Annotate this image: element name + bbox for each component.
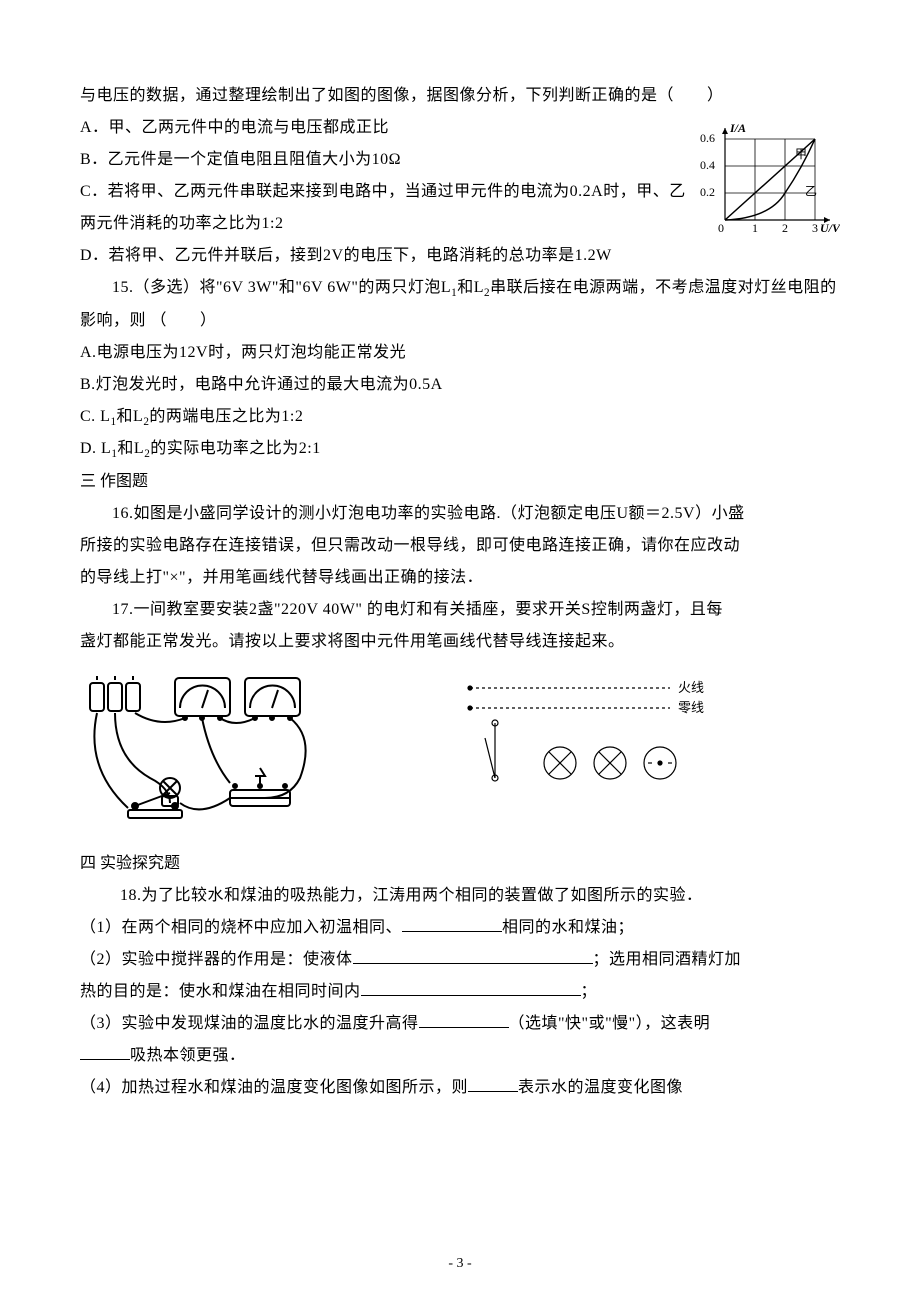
section4-title: 四 实验探究题 xyxy=(80,848,840,880)
series-yi-label: 乙 xyxy=(805,184,817,198)
iv-chart-svg: 0.6 0.4 0.2 0 1 2 3 I/A U/V 甲 乙 xyxy=(700,120,840,240)
series-jia-label: 甲 xyxy=(795,147,807,161)
q18-p1-b: 相同的水和煤油； xyxy=(502,919,634,936)
q16-l2: 所接的实验电路存在连接错误，但只需改动一根导线，即可使电路连接正确，请你在应改动 xyxy=(80,530,840,562)
q18-p4: （4）加热过程水和煤油的温度变化图像如图所示，则 表示水的温度变化图像 xyxy=(80,1072,840,1104)
q18-stem: 18.为了比较水和煤油的吸热能力，江涛用两个相同的装置做了如图所示的实验． xyxy=(80,880,840,912)
q17-l1: 17.一间教室要安装2盏"220V 40W" 的电灯和有关插座，要求开关S控制两… xyxy=(80,594,840,626)
q15-optD-p1: D. L xyxy=(80,440,111,457)
q15-optC-p3: 的两端电压之比为1:2 xyxy=(149,408,303,425)
q18-p3-b: （选填"快"或"慢"），这表明 xyxy=(509,1015,711,1032)
q16-l1: 16.如图是小盛同学设计的测小灯泡电功率的实验电路.（灯泡额定电压U额＝2.5V… xyxy=(80,498,840,530)
q15-stem: 15.（多选）将"6V 3W"和"6V 6W"的两只灯泡L1和L2串联后接在电源… xyxy=(80,272,840,337)
q18-p3a: （3）实验中发现煤油的温度比水的温度升高得 （选填"快"或"慢"），这表明 xyxy=(80,1008,840,1040)
household-svg: 火线 零线 xyxy=(450,668,730,808)
q18-p1: （1）在两个相同的烧杯中应加入初温相同、 相同的水和煤油； xyxy=(80,912,840,944)
figures-row: 火线 零线 xyxy=(80,668,840,828)
q18-p2b: 热的目的是：使水和煤油在相同时间内 ； xyxy=(80,976,840,1008)
q18-p2-b: ；选用相同酒精灯加 xyxy=(593,951,742,968)
q15-optD-p2: 和L xyxy=(117,440,144,457)
q15-stem-p1: 15.（多选）将"6V 3W"和"6V 6W"的两只灯泡L xyxy=(112,279,451,296)
blank-1 xyxy=(402,915,502,932)
q15-optC: C. L1和L2的两端电压之比为1:2 xyxy=(80,401,840,434)
xtick-2: 2 xyxy=(782,221,788,235)
blank-3 xyxy=(361,979,581,996)
q14-stem: 与电压的数据，通过整理绘制出了如图的图像，据图像分析，下列判断正确的是（ ） xyxy=(80,80,840,112)
q16-l3: 的导线上打"×"，并用笔画线代替导线画出正确的接法． xyxy=(80,562,840,594)
xtick-3: 3 xyxy=(812,221,818,235)
q18-p1-a: （1）在两个相同的烧杯中应加入初温相同、 xyxy=(80,919,402,936)
neutral-label: 零线 xyxy=(678,700,704,715)
ytick-04: 0.4 xyxy=(700,158,715,172)
blank-5 xyxy=(80,1043,130,1060)
ylabel: I/A xyxy=(729,121,746,135)
q18-p2-a: （2）实验中搅拌器的作用是：使液体 xyxy=(80,951,353,968)
q18-p2-d: ； xyxy=(581,983,598,1000)
xlabel: U/V xyxy=(820,221,840,235)
ytick-06: 0.6 xyxy=(700,131,715,145)
blank-4 xyxy=(419,1011,509,1028)
xtick-1: 1 xyxy=(752,221,758,235)
blank-2 xyxy=(353,947,593,964)
q18-p4-b: 表示水的温度变化图像 xyxy=(518,1079,683,1096)
blank-6 xyxy=(468,1075,518,1092)
q18-p3b: 吸热本领更强． xyxy=(80,1040,840,1072)
q15-stem-p2: 和L xyxy=(457,279,484,296)
q15-optB: B.灯泡发光时，电路中允许通过的最大电流为0.5A xyxy=(80,369,840,401)
q18-p3-a: （3）实验中发现煤油的温度比水的温度升高得 xyxy=(80,1015,419,1032)
q14-optD: D．若将甲、乙元件并联后，接到2V的电压下，电路消耗的总功率是1.2W xyxy=(80,240,840,272)
q18-p2a: （2）实验中搅拌器的作用是：使液体 ；选用相同酒精灯加 xyxy=(80,944,840,976)
q15-optD-p3: 的实际电功率之比为2:1 xyxy=(150,440,320,457)
circuit-svg xyxy=(80,668,330,828)
q18-p3-c: 吸热本领更强． xyxy=(130,1047,246,1064)
origin-0: 0 xyxy=(718,221,724,235)
iv-chart: 0.6 0.4 0.2 0 1 2 3 I/A U/V 甲 乙 xyxy=(700,120,840,240)
page-container: 与电压的数据，通过整理绘制出了如图的图像，据图像分析，下列判断正确的是（ ） A… xyxy=(0,0,920,1302)
household-figure: 火线 零线 xyxy=(450,668,730,808)
section3-title: 三 作图题 xyxy=(80,466,840,498)
q15-optC-p2: 和L xyxy=(117,408,144,425)
q17-l2: 盏灯都能正常发光。请按以上要求将图中元件用笔画线代替导线连接起来。 xyxy=(80,626,840,658)
page-number: - 3 - xyxy=(0,1256,920,1272)
q18-p4-a: （4）加热过程水和煤油的温度变化图像如图所示，则 xyxy=(80,1079,468,1096)
ytick-02: 0.2 xyxy=(700,185,715,199)
q15-optD: D. L1和L2的实际电功率之比为2:1 xyxy=(80,433,840,466)
circuit-figure xyxy=(80,668,330,828)
live-label: 火线 xyxy=(678,680,704,695)
q15-optA: A.电源电压为12V时，两只灯泡均能正常发光 xyxy=(80,337,840,369)
q18-p2-c: 热的目的是：使水和煤油在相同时间内 xyxy=(80,983,361,1000)
q15-optC-p1: C. L xyxy=(80,408,110,425)
